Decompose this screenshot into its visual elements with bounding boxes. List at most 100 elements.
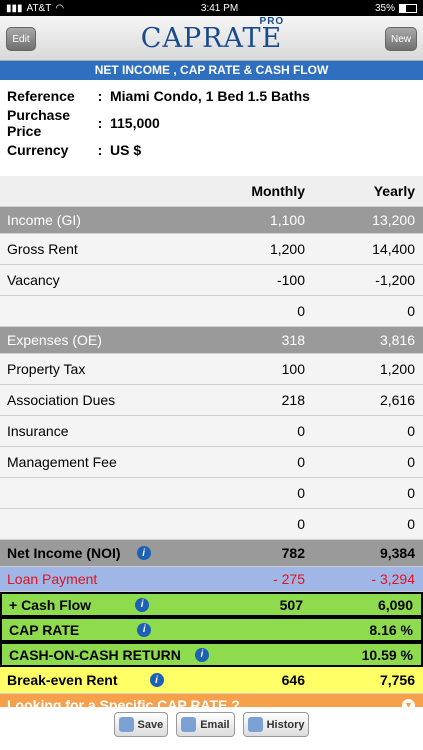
table-header: Monthly Yearly [0,176,423,207]
yearly-value: 9,384 [379,545,415,561]
yearly-value: -1,200 [375,272,415,288]
save-label: Save [137,718,164,731]
monthly-value: 0 [297,485,305,501]
property-info: Reference : Miami Condo, 1 Bed 1.5 Baths… [0,82,423,163]
row-label: Gross Rent [7,241,78,257]
carrier-label: AT&T [26,2,52,14]
info-row-price: Purchase Price : 115,000 [0,106,423,139]
monthly-value: 0 [297,454,305,470]
row-label: Association Dues [7,392,116,408]
yearly-value: 7,756 [379,672,415,688]
info-separator: : [97,141,103,158]
history-label: History [266,718,305,731]
income-row-empty[interactable]: 0 0 [0,296,423,327]
logo-text: CAPRATE [140,23,283,54]
nav-bar: Edit CAPRATE PRO New [0,16,423,61]
expenses-section-row[interactable]: Expenses (OE) 318 3,816 [0,327,423,354]
monthly-value: 1,200 [269,241,305,257]
info-value: Miami Condo, 1 Bed 1.5 Baths [110,87,310,104]
info-label: Reference [7,87,75,104]
info-icon[interactable]: i [149,673,164,687]
row-label: Management Fee [7,454,117,470]
expense-row-property-tax[interactable]: Property Tax 100 1,200 [0,354,423,385]
info-separator: : [97,114,103,131]
income-row-gross-rent[interactable]: Gross Rent 1,200 14,400 [0,234,423,265]
yearly-value: - 3,294 [371,571,415,587]
yearly-value: 0 [407,485,415,501]
yearly-value: 0 [407,454,415,470]
info-label: Purchase Price [7,106,71,139]
signal-icon: ▮▮▮ [6,2,23,14]
info-row-reference: Reference : Miami Condo, 1 Bed 1.5 Baths [0,82,423,109]
row-label: Property Tax [7,361,86,377]
page-title: NET INCOME , CAP RATE & CASH FLOW [0,61,423,80]
row-label: Loan Payment [7,571,98,587]
info-icon[interactable]: i [194,647,209,662]
monthly-value: 100 [281,361,305,377]
yearly-value: 1,200 [379,361,415,377]
save-icon [118,717,134,732]
noi-row: Net Income (NOI) i 782 9,384 [0,540,423,567]
monthly-value: 0 [297,303,305,319]
monthly-value: - 275 [273,571,305,587]
info-icon[interactable]: i [136,546,151,560]
email-button[interactable]: Email [176,712,235,737]
email-icon [181,717,197,732]
monthly-value: 0 [297,423,305,439]
monthly-value: 318 [281,332,305,348]
info-value: 115,000 [110,114,160,131]
row-label: Break-even Rent [7,672,118,688]
email-label: Email [200,718,230,731]
header-yearly: Yearly [373,183,415,199]
status-bar: ▮▮▮ AT&T ◠ 3:41 PM 35% [0,0,423,16]
yearly-value: 2,616 [379,392,415,408]
row-label: Vacancy [7,272,60,288]
status-time: 3:41 PM [200,2,239,14]
edit-button[interactable]: Edit [6,27,36,51]
yearly-value: 13,200 [372,212,415,228]
row-label: CASH-ON-CASH RETURN [9,646,181,663]
save-button[interactable]: Save [113,712,169,737]
cashflow-table: Monthly Yearly Income (GI) 1,100 13,200 … [0,176,423,717]
monthly-value: -100 [276,272,305,288]
yearly-value: 3,816 [379,332,415,348]
expense-row-empty[interactable]: 0 0 [0,509,423,540]
app-logo: CAPRATE PRO [0,16,423,54]
history-icon [247,717,263,732]
row-label: CAP RATE [9,621,80,638]
bottom-toolbar: Save Email History [0,707,423,750]
monthly-value: 782 [281,545,305,561]
row-label: Expenses (OE) [7,332,102,348]
wifi-icon: ◠ [55,2,65,14]
yearly-value: 0 [407,423,415,439]
loan-payment-row[interactable]: Loan Payment - 275 - 3,294 [0,567,423,592]
yearly-value: 8.16 % [369,621,413,638]
yearly-value: 0 [407,303,415,319]
break-even-row: Break-even Rent i 646 7,756 [0,667,423,694]
yearly-value: 14,400 [372,241,415,257]
monthly-value: 218 [281,392,305,408]
income-section-row[interactable]: Income (GI) 1,100 13,200 [0,207,423,234]
expense-row-empty[interactable]: 0 0 [0,478,423,509]
info-icon[interactable]: i [135,597,150,612]
cash-on-cash-row: CASH-ON-CASH RETURN i 10.59 % [0,642,423,667]
info-value: US $ [110,141,142,158]
expense-row-management-fee[interactable]: Management Fee 0 0 [0,447,423,478]
yearly-value: 0 [407,516,415,532]
info-icon[interactable]: i [137,622,152,637]
yearly-value: 10.59 % [361,646,413,663]
new-button[interactable]: New [385,27,417,51]
row-label: Insurance [7,423,69,439]
monthly-value: 646 [281,672,305,688]
info-row-currency: Currency : US $ [0,136,423,163]
row-label: Net Income (NOI) [7,545,121,561]
monthly-value: 1,100 [269,212,305,228]
income-row-vacancy[interactable]: Vacancy -100 -1,200 [0,265,423,296]
info-separator: : [97,87,103,104]
history-button[interactable]: History [242,712,310,737]
expense-row-insurance[interactable]: Insurance 0 0 [0,416,423,447]
cap-rate-row: CAP RATE i 8.16 % [0,617,423,642]
row-label: + Cash Flow [9,596,92,613]
row-label: Income (GI) [7,212,81,228]
expense-row-association-dues[interactable]: Association Dues 218 2,616 [0,385,423,416]
